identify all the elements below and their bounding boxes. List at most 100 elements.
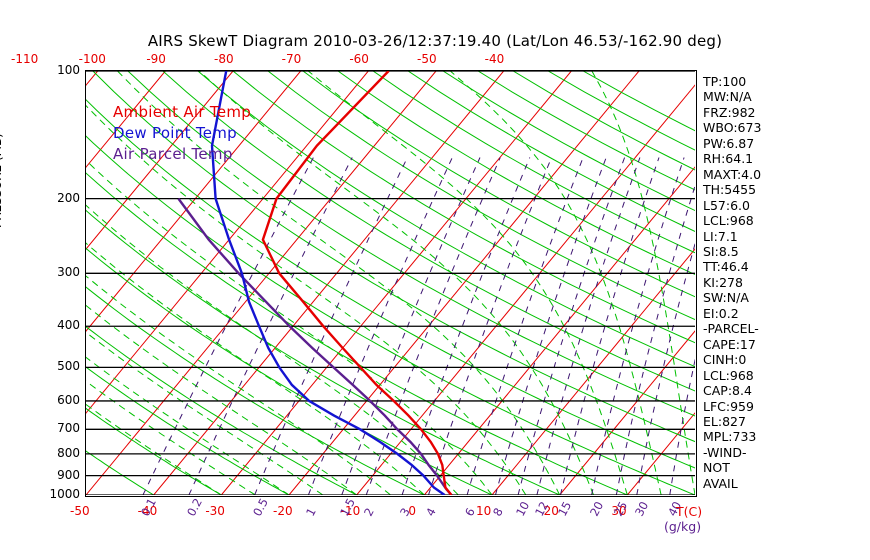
moist-adiabat-line bbox=[198, 71, 594, 495]
legend-dew-point-temp: Dew Point Temp bbox=[113, 124, 238, 142]
bottom-temp-tick: -30 bbox=[205, 504, 225, 518]
dry-adiabat-line bbox=[232, 71, 695, 344]
skewt-svg bbox=[86, 71, 695, 495]
moist-adiabat-line bbox=[86, 159, 493, 495]
moist-adiabat-line bbox=[86, 105, 527, 495]
pressure-tick: 900 bbox=[57, 467, 80, 482]
isotherm-line bbox=[153, 71, 505, 495]
moist-adiabat-line bbox=[86, 356, 290, 495]
sounding-indices-panel: TP:100 MW:N/A FRZ:982 WBO:673 PW:6.87 RH:64.1… bbox=[703, 74, 823, 491]
dry-adiabat-line bbox=[512, 71, 695, 171]
bottom-temp-tick: 30 bbox=[611, 504, 627, 518]
top-temp-tick: -80 bbox=[214, 52, 234, 66]
dry-adiabat-line bbox=[477, 71, 695, 191]
page-title: AIRS SkewT Diagram 2010-03-26/12:37:19.4… bbox=[147, 32, 723, 50]
mixing-ratio-line bbox=[401, 157, 531, 495]
pressure-axis-label: PRESSURE (MB) bbox=[0, 133, 4, 228]
pressure-tick: 1000 bbox=[49, 487, 80, 501]
isotherm-line bbox=[86, 71, 99, 86]
dry-adiabat-line bbox=[197, 71, 695, 368]
dry-adiabat-line bbox=[86, 450, 154, 495]
isotherm-line bbox=[86, 71, 369, 414]
moist-adiabat-line bbox=[307, 71, 628, 495]
dry-adiabat-line bbox=[407, 71, 695, 232]
dry-adiabat-line bbox=[86, 135, 695, 495]
isotherm-line bbox=[288, 71, 640, 495]
mixing-ratio-axis-label: (g/kg) bbox=[664, 519, 702, 534]
isotherm-line bbox=[86, 71, 302, 332]
moist-adiabat-line bbox=[86, 242, 425, 495]
dry-adiabat-line bbox=[86, 172, 628, 495]
mixing-ratio-tick: 2 bbox=[361, 505, 378, 519]
isotherm-line bbox=[559, 330, 695, 495]
sounding-index-item: MAXT:4.0 bbox=[703, 166, 762, 182]
moist-adiabat-line bbox=[86, 275, 391, 495]
dry-adiabat-line bbox=[86, 326, 357, 495]
sounding-index-item: KI:278 bbox=[703, 274, 743, 290]
moist-adiabat-line bbox=[86, 304, 358, 495]
mixing-ratio-tick: 0.5 bbox=[249, 495, 271, 519]
skewt-plot-area[interactable] bbox=[85, 70, 697, 497]
top-temp-tick: -70 bbox=[281, 52, 302, 66]
pressure-tick: 100 bbox=[57, 63, 80, 77]
bottom-temp-tick: -20 bbox=[273, 504, 293, 518]
dry-adiabat-line bbox=[162, 71, 695, 392]
sounding-index-item: PW:6.87 bbox=[703, 135, 755, 151]
temperature-axis-label: T(C) bbox=[676, 504, 703, 519]
mixing-ratio-tick: 10 bbox=[513, 499, 533, 519]
mixing-ratio-line bbox=[341, 157, 481, 495]
dry-adiabat-line bbox=[127, 71, 695, 417]
dry-adiabat-line bbox=[86, 407, 222, 495]
pressure-tick: 200 bbox=[57, 190, 80, 205]
sounding-index-item: TP:100 bbox=[703, 74, 747, 89]
sounding-index-item: CINH:0 bbox=[703, 352, 747, 368]
sounding-index-item: -PARCEL- bbox=[703, 321, 759, 337]
sounding-index-item: MPL:733 bbox=[703, 429, 757, 445]
dew-point-temp-curve bbox=[210, 71, 446, 495]
mixing-ratio-tick: 0.2 bbox=[183, 495, 205, 519]
sounding-index-item: LFC:959 bbox=[703, 398, 754, 414]
dry-adiabat-line bbox=[582, 71, 695, 132]
pressure-tick: 400 bbox=[57, 318, 80, 333]
mixing-ratio-line bbox=[142, 157, 314, 495]
sounding-index-item: CAPE:17 bbox=[703, 336, 756, 352]
pressure-tick: 300 bbox=[57, 265, 80, 280]
sounding-index-item: -WIND- bbox=[703, 444, 747, 460]
isotherm-line bbox=[86, 71, 234, 250]
dry-adiabat-line bbox=[267, 71, 695, 321]
isotherm-line bbox=[86, 71, 437, 495]
sounding-index-item: SI:8.5 bbox=[703, 243, 739, 259]
sounding-index-item: EL:827 bbox=[703, 413, 746, 429]
dry-adiabat-line bbox=[92, 71, 695, 443]
isotherm-line bbox=[356, 84, 695, 495]
top-temp-tick: -50 bbox=[417, 52, 437, 66]
sounding-index-item: LI:7.1 bbox=[703, 228, 738, 244]
sounding-index-item: EI:0.2 bbox=[703, 305, 739, 321]
sounding-index-item: TH:5455 bbox=[703, 182, 757, 198]
sounding-index-item: NOT bbox=[703, 460, 730, 476]
mixing-ratio-line bbox=[428, 157, 552, 495]
top-temp-tick: -100 bbox=[78, 52, 106, 66]
mixing-ratio-tick: 1 bbox=[303, 505, 320, 519]
sounding-index-item: AVAIL bbox=[703, 475, 738, 491]
bottom-temp-tick: -10 bbox=[340, 504, 361, 518]
sounding-index-item: RH:64.1 bbox=[703, 151, 754, 167]
sounding-index-item: CAP:8.4 bbox=[703, 383, 752, 399]
sounding-index-item: SW:N/A bbox=[703, 290, 749, 306]
moist-adiabat-line bbox=[86, 331, 324, 495]
bottom-temp-tick: 0 bbox=[408, 504, 416, 518]
pressure-tick: 600 bbox=[57, 392, 80, 407]
mixing-ratio-line bbox=[636, 242, 695, 495]
pressure-tick: 700 bbox=[57, 421, 80, 436]
air-parcel-temp-curve bbox=[177, 197, 453, 495]
pressure-tick: 800 bbox=[57, 445, 80, 460]
sounding-index-item: WBO:673 bbox=[703, 120, 762, 136]
sounding-index-item: LCL:968 bbox=[703, 213, 754, 229]
top-temp-tick: -90 bbox=[146, 52, 166, 66]
moist-adiabat-line bbox=[117, 71, 561, 495]
dry-adiabat-line bbox=[86, 286, 425, 495]
dry-adiabat-line bbox=[86, 366, 290, 495]
mixing-ratio-line bbox=[365, 157, 501, 495]
mixing-ratio-tick: 8 bbox=[490, 505, 507, 519]
bottom-temp-tick: -50 bbox=[70, 504, 90, 518]
